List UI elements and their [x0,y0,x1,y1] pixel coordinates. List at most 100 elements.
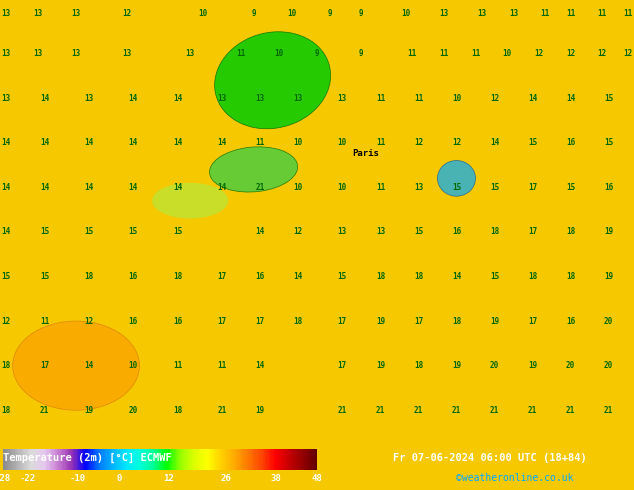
Text: 19: 19 [452,361,461,370]
Text: 11: 11 [217,361,226,370]
Text: 10: 10 [401,9,410,18]
Text: 11: 11 [598,9,607,18]
Text: 16: 16 [566,317,575,325]
Text: 14: 14 [40,94,49,102]
Text: 15: 15 [40,272,49,281]
Text: 12: 12 [566,49,575,58]
Text: 16: 16 [256,272,264,281]
Text: 14: 14 [173,138,182,147]
Text: 17: 17 [256,317,264,325]
Text: 17: 17 [528,227,537,236]
Ellipse shape [437,161,476,196]
Text: 12: 12 [163,474,174,484]
Text: 10: 10 [503,49,512,58]
Text: 12: 12 [84,317,93,325]
Text: 13: 13 [186,49,195,58]
Text: 13: 13 [2,94,11,102]
Text: 19: 19 [84,406,93,415]
Text: 15: 15 [173,227,182,236]
Text: 13: 13 [72,9,81,18]
Text: 12: 12 [623,49,632,58]
Text: 13: 13 [338,227,347,236]
Text: 14: 14 [173,94,182,102]
Text: 18: 18 [84,272,93,281]
Text: 10: 10 [294,138,302,147]
Text: 15: 15 [338,272,347,281]
Text: 16: 16 [566,138,575,147]
Text: 14: 14 [217,138,226,147]
Text: 17: 17 [414,317,423,325]
Text: 13: 13 [34,49,42,58]
Text: 11: 11 [566,9,575,18]
Text: -10: -10 [70,474,86,484]
Text: 14: 14 [490,138,499,147]
Text: 19: 19 [604,227,613,236]
Text: 9: 9 [314,49,320,58]
Text: 13: 13 [376,227,385,236]
Text: 20: 20 [129,406,138,415]
Text: 15: 15 [84,227,93,236]
Text: 18: 18 [294,317,302,325]
Text: 15: 15 [490,183,499,192]
Text: 13: 13 [2,49,11,58]
Text: 17: 17 [528,183,537,192]
Text: 14: 14 [217,183,226,192]
Text: 11: 11 [376,138,385,147]
Text: 14: 14 [173,183,182,192]
Text: 14: 14 [566,94,575,102]
Text: 11: 11 [40,317,49,325]
Text: 20: 20 [566,361,575,370]
Text: 10: 10 [452,94,461,102]
Text: 13: 13 [2,9,11,18]
Text: 19: 19 [376,317,385,325]
Ellipse shape [215,32,330,129]
Text: 16: 16 [173,317,182,325]
Text: 18: 18 [376,272,385,281]
Text: 10: 10 [287,9,296,18]
Text: 10: 10 [129,361,138,370]
Text: 9: 9 [359,9,364,18]
Text: 11: 11 [471,49,480,58]
Text: Paris: Paris [352,149,378,158]
Text: 15: 15 [414,227,423,236]
Text: 21: 21 [338,406,347,415]
Text: 11: 11 [541,9,550,18]
Text: 21: 21 [376,406,385,415]
Text: 14: 14 [129,94,138,102]
Ellipse shape [210,147,297,192]
Text: 15: 15 [566,183,575,192]
Text: 15: 15 [129,227,138,236]
Text: 16: 16 [129,317,138,325]
Text: 19: 19 [376,361,385,370]
Text: 18: 18 [566,272,575,281]
Text: 11: 11 [236,49,245,58]
Text: Fr 07-06-2024 06:00 UTC (18+84): Fr 07-06-2024 06:00 UTC (18+84) [393,453,587,463]
Text: 16: 16 [452,227,461,236]
Text: 21: 21 [528,406,537,415]
Text: 13: 13 [414,183,423,192]
Text: 12: 12 [490,94,499,102]
Text: 20: 20 [604,361,613,370]
Text: 14: 14 [40,183,49,192]
Text: 14: 14 [294,272,302,281]
Text: 19: 19 [256,406,264,415]
Text: Temperature (2m) [°C] ECMWF: Temperature (2m) [°C] ECMWF [3,453,172,464]
Text: 11: 11 [376,183,385,192]
Text: 13: 13 [477,9,486,18]
Text: 13: 13 [72,49,81,58]
Text: 12: 12 [122,9,131,18]
Text: 15: 15 [604,94,613,102]
Text: 10: 10 [198,9,207,18]
Text: 18: 18 [2,361,11,370]
Text: 48: 48 [312,474,322,484]
Text: 21: 21 [490,406,499,415]
Text: 15: 15 [40,227,49,236]
Text: 11: 11 [256,138,264,147]
Text: 13: 13 [509,9,518,18]
Text: 21: 21 [414,406,423,415]
Text: 21: 21 [604,406,613,415]
Text: 19: 19 [490,317,499,325]
Text: 18: 18 [173,272,182,281]
Text: 12: 12 [2,317,11,325]
Text: 14: 14 [129,183,138,192]
